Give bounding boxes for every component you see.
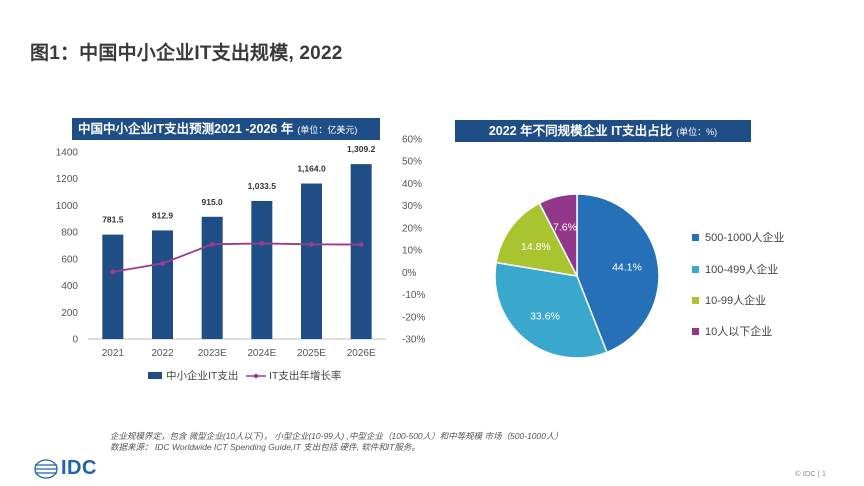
bar-chart-title: 中国中小企业IT支出预测2021 -2026 年 [78, 122, 294, 136]
pie-legend-swatch [692, 233, 699, 241]
y-tick-left: 400 [61, 281, 78, 292]
bar-data-label: 1,164.0 [297, 164, 326, 174]
bar-chart-unit: (单位：亿美元) [297, 125, 358, 135]
footnote-definition: 企业规模界定，包含 微型企业(10人以下)， 小型企业(10-99人) ,中型企… [110, 431, 563, 441]
y-tick-left: 0 [72, 335, 78, 346]
pie-legend-label: 10人以下企业 [705, 326, 773, 338]
pie-data-label: 14.8% [521, 241, 551, 253]
y-tick-right: -10% [402, 290, 425, 301]
pie-legend-label: 100-499人企业 [705, 264, 779, 276]
pie-legend-swatch [692, 265, 699, 273]
legend-line-label: IT支出年增长率 [269, 370, 342, 382]
pie-slice [576, 193, 660, 354]
page-number: 1 [821, 469, 826, 478]
growth-rate-point [309, 241, 314, 247]
y-tick-right: 40% [402, 179, 422, 190]
bar [152, 230, 173, 339]
bar [201, 216, 223, 339]
pie-slice [494, 261, 608, 359]
pie-legend-item: 100-499人企业 [692, 261, 778, 277]
x-tick-label: 2023E [198, 348, 227, 359]
growth-rate-point [259, 241, 265, 246]
y-tick-right: -20% [402, 312, 425, 323]
bar [301, 183, 322, 339]
bar [350, 164, 372, 339]
legend-line-item: IT支出年增长率 [245, 368, 341, 383]
y-tick-left: 1200 [56, 174, 79, 185]
pie-data-label: 44.1% [612, 262, 642, 274]
y-tick-right: 20% [402, 223, 422, 234]
footer: © IDC | 1 [795, 469, 826, 478]
y-tick-left: 800 [61, 228, 78, 239]
pie-slice [495, 202, 579, 277]
bar-chart-title-banner: 中国中小企业IT支出预测2021 -2026 年 (单位：亿美元) [72, 118, 380, 140]
pie-legend-item: 500-1000人企业 [692, 229, 785, 245]
y-tick-right: 60% [402, 135, 422, 146]
idc-logo-text: IDC [61, 457, 97, 479]
y-tick-right: 50% [402, 157, 422, 168]
y-tick-left: 1000 [56, 201, 79, 212]
y-tick-left: 200 [61, 308, 78, 319]
pie-legend-label: 500-1000人企业 [705, 232, 785, 244]
pie-legend-swatch [692, 296, 699, 304]
footnote-source: 数据来源： IDC Worldwide ICT Spending Guide,I… [110, 442, 420, 452]
x-tick-label: 2021 [102, 348, 125, 359]
pie-legend-item: 10-99人企业 [692, 292, 766, 308]
pie-chart-title-banner: 2022 年不同规模企业 IT支出占比 (单位：%) [455, 120, 751, 142]
bar-data-label: 812.9 [152, 210, 174, 220]
footnotes: 企业规模界定，包含 微型企业(10人以下)， 小型企业(10-99人) ,中型企… [110, 431, 563, 453]
pie-legend-swatch [692, 327, 699, 335]
bar-data-label: 1,033.5 [248, 181, 277, 191]
growth-rate-point [110, 269, 116, 275]
growth-rate-point [209, 241, 215, 247]
growth-rate-point [358, 242, 364, 247]
pie-legend-label: 10-99人企业 [705, 295, 767, 307]
bar-data-label: 781.5 [102, 215, 124, 225]
y-tick-right: 0% [402, 268, 417, 279]
y-tick-left: 1400 [56, 148, 79, 159]
y-tick-left: 600 [61, 254, 78, 265]
pie-slice [538, 193, 578, 277]
pie-data-label: 33.6% [530, 310, 560, 322]
x-tick-label: 2022 [151, 348, 174, 359]
x-tick-label: 2024E [247, 348, 276, 359]
bar-data-label: 1,309.2 [347, 144, 376, 154]
y-tick-right: -30% [402, 335, 425, 346]
bar [102, 234, 124, 339]
idc-globe-icon [34, 458, 58, 479]
legend-bar-swatch [148, 372, 162, 379]
pie-data-label: 7.6% [553, 222, 577, 234]
y-tick-right: 10% [402, 246, 422, 257]
legend-bar-item: 中小企业IT支出 [148, 368, 238, 383]
pie-chart-unit: (单位：%) [676, 127, 718, 137]
legend-line-swatch [246, 373, 266, 378]
y-tick-right: 30% [402, 201, 422, 212]
idc-logo: IDC [34, 457, 97, 480]
bar-data-label: 915.0 [202, 197, 224, 207]
growth-rate-line [112, 242, 362, 273]
legend-bar-label: 中小企业IT支出 [166, 370, 239, 382]
x-tick-label: 2025E [297, 348, 326, 359]
x-tick-label: 2026E [347, 348, 376, 359]
page-title: 图1：中国中小企业IT支出规模, 2022 [30, 43, 343, 64]
copyright: © IDC | [795, 469, 820, 478]
pie-legend-item: 10人以下企业 [692, 323, 772, 339]
pie-chart-title: 2022 年不同规模企业 IT支出占比 [488, 124, 673, 138]
growth-rate-point [160, 261, 165, 266]
bar [251, 200, 273, 339]
